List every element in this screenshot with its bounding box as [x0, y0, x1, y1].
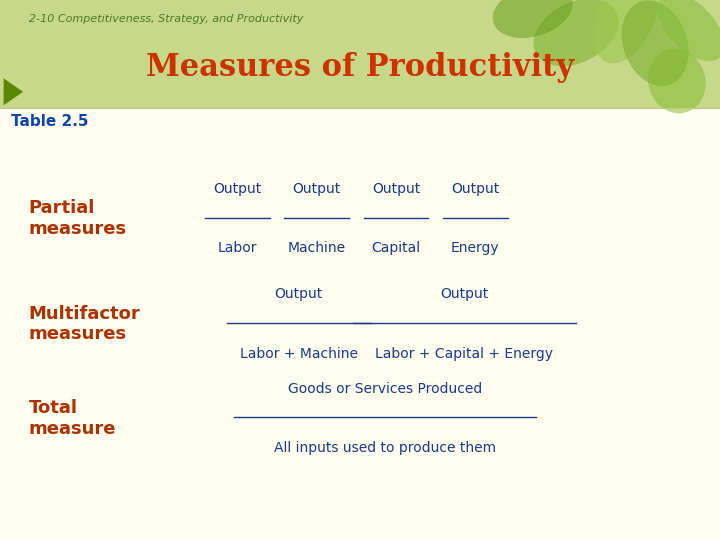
Text: Energy: Energy: [451, 241, 500, 255]
Ellipse shape: [492, 0, 573, 38]
Text: Labor: Labor: [218, 241, 257, 255]
Text: Multifactor
measures: Multifactor measures: [29, 305, 140, 343]
Text: Output: Output: [372, 182, 420, 196]
FancyBboxPatch shape: [0, 0, 720, 108]
Text: Machine: Machine: [288, 241, 346, 255]
Text: Capital: Capital: [372, 241, 420, 255]
Text: Output: Output: [292, 182, 341, 196]
Text: Labor + Machine: Labor + Machine: [240, 347, 358, 361]
Ellipse shape: [534, 0, 618, 66]
Text: Total
measure: Total measure: [29, 399, 117, 438]
Text: Output: Output: [274, 287, 323, 301]
Text: Output: Output: [451, 182, 500, 196]
Text: Labor + Capital + Energy: Labor + Capital + Energy: [375, 347, 554, 361]
Text: Output: Output: [213, 182, 262, 196]
Text: Goods or Services Produced: Goods or Services Produced: [288, 382, 482, 396]
Ellipse shape: [658, 0, 720, 61]
Text: Partial
measures: Partial measures: [29, 199, 127, 238]
Text: Measures of Productivity: Measures of Productivity: [146, 52, 574, 83]
Ellipse shape: [648, 49, 706, 113]
Text: All inputs used to produce them: All inputs used to produce them: [274, 441, 496, 455]
Text: Table 2.5: Table 2.5: [11, 114, 89, 129]
Text: 2-10 Competitiveness, Strategy, and Productivity: 2-10 Competitiveness, Strategy, and Prod…: [29, 14, 303, 24]
Ellipse shape: [594, 0, 659, 64]
Ellipse shape: [622, 1, 688, 86]
Polygon shape: [4, 78, 23, 105]
Text: Output: Output: [440, 287, 489, 301]
